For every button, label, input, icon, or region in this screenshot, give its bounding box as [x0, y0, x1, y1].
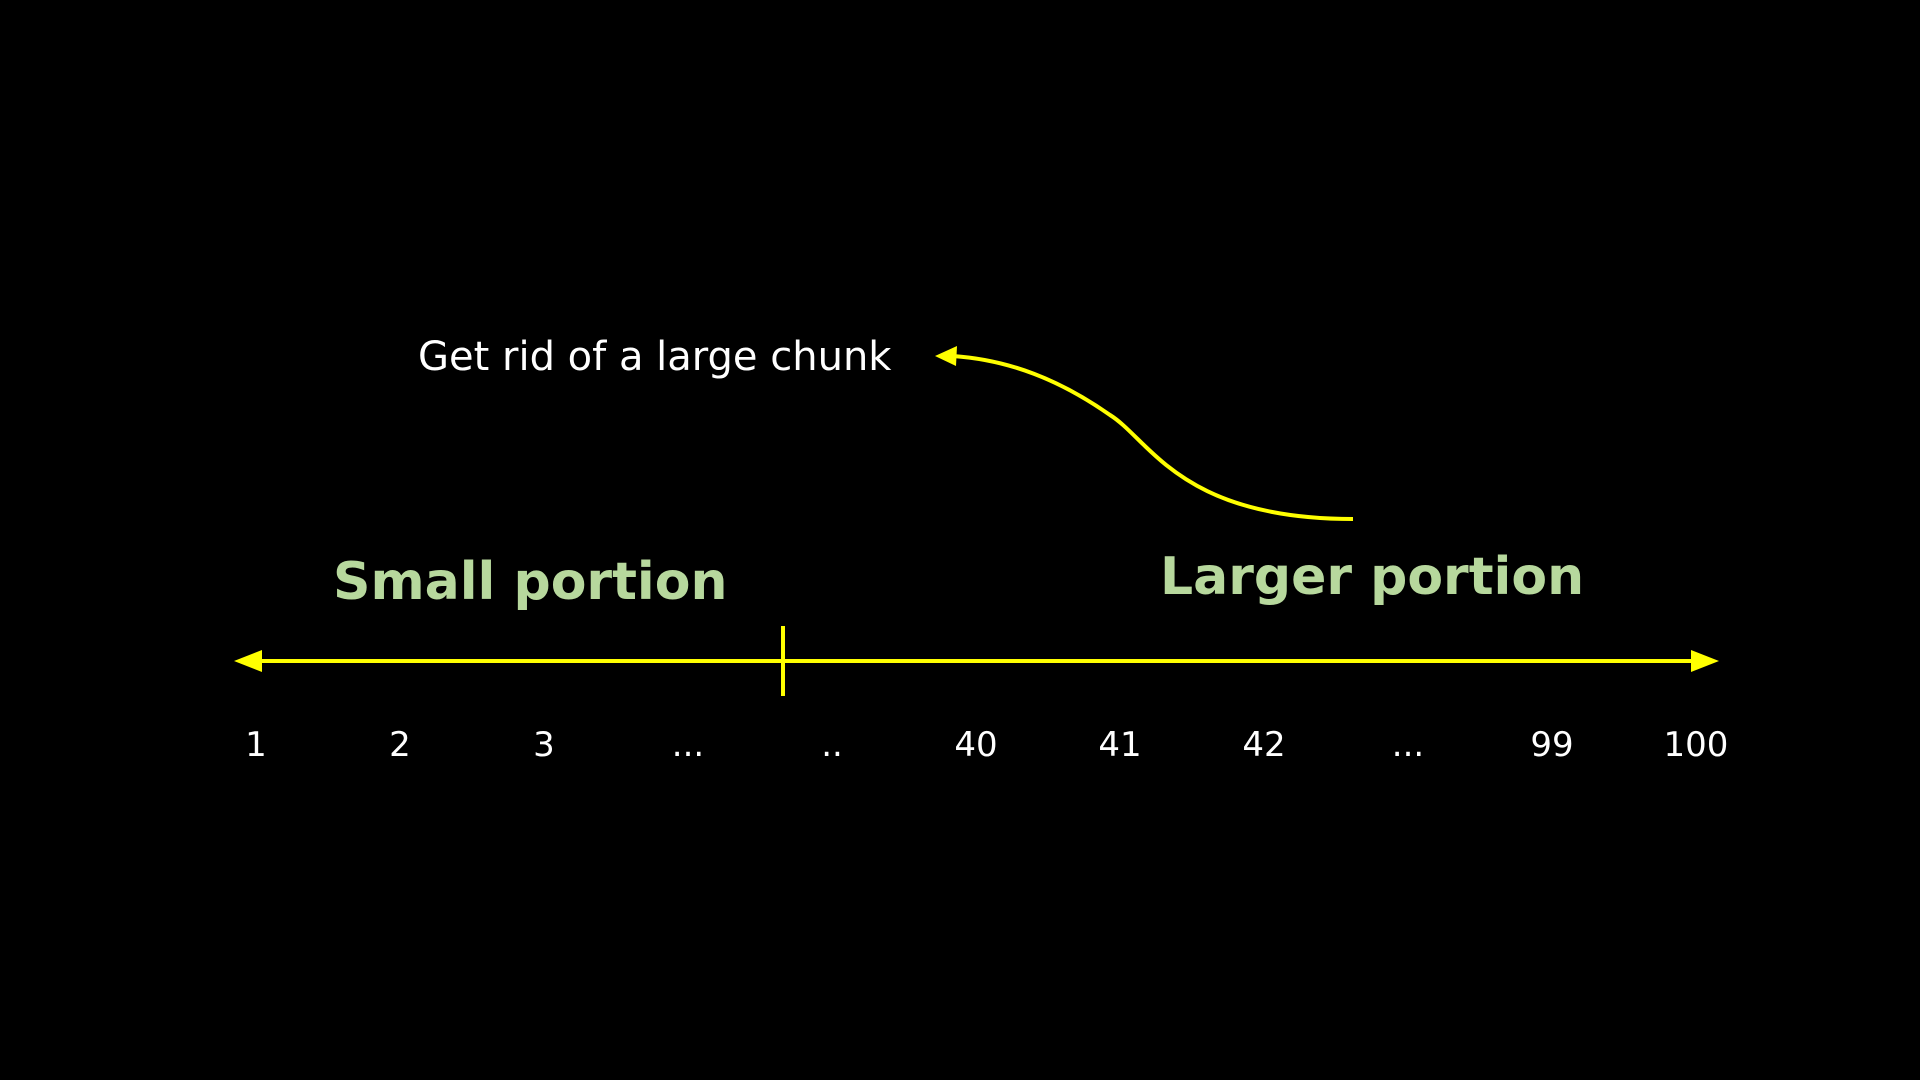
tick-label: 1 [245, 725, 267, 765]
tick-labels: 1 2 3..... 40 41 42... 99 100 [245, 725, 1728, 765]
tick-label: 40 [954, 725, 997, 765]
right-arrowhead-icon [1691, 650, 1719, 672]
tick-label: 3 [533, 725, 555, 765]
tick-label: ... [672, 725, 704, 765]
curved-arrow-head-icon [935, 346, 957, 366]
tick-label: 99 [1530, 725, 1573, 765]
annotation-text: Get rid of a large chunk [418, 334, 892, 380]
small-portion-label: Small portion [333, 552, 728, 612]
larger-portion-label: Larger portion [1160, 547, 1584, 607]
left-arrowhead-icon [234, 650, 262, 672]
tick-label: .. [821, 725, 843, 765]
tick-label: ... [1392, 725, 1424, 765]
tick-label: 41 [1098, 725, 1141, 765]
curved-arrow [952, 354, 1354, 521]
tick-label: 42 [1242, 725, 1285, 765]
tick-label: 100 [1664, 725, 1729, 765]
tick-label: 2 [389, 725, 411, 765]
